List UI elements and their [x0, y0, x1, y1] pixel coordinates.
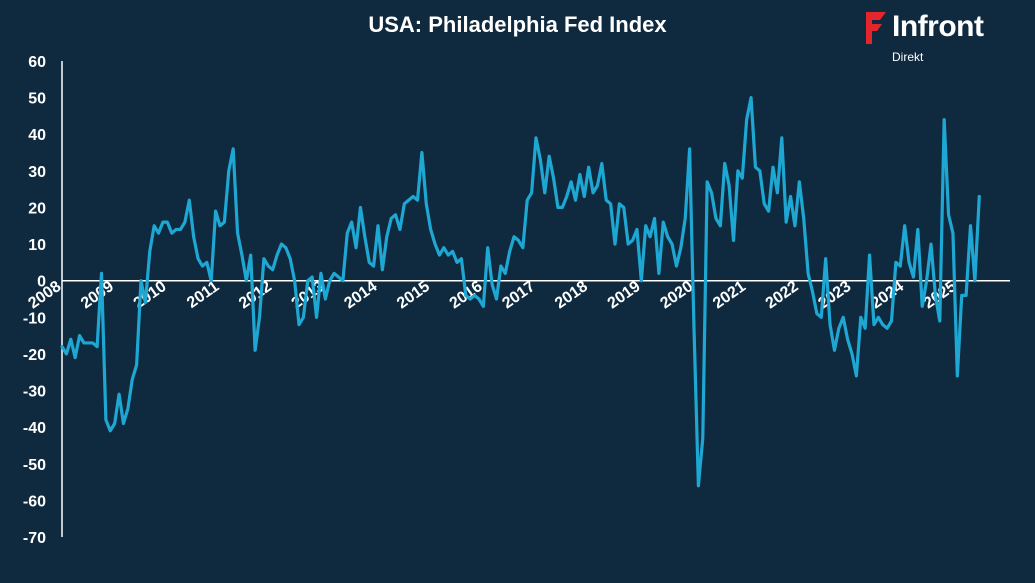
y-tick-label: -10	[23, 310, 46, 327]
y-tick-label: -50	[23, 457, 46, 474]
x-tick-label: 2012	[236, 278, 275, 312]
y-axis-tick-labels: 60 50 40 30 20 10 0 -10 -20 -30 -40 -50 -60 -70	[23, 54, 46, 547]
chart-title: USA: Philadelphia Fed Index	[368, 12, 667, 37]
x-tick-label: 2021	[710, 278, 749, 312]
infront-logo-mark-icon	[866, 12, 886, 44]
logo-subtitle: Direkt	[892, 50, 924, 64]
x-tick-label: 2014	[341, 278, 380, 312]
y-tick-label: 30	[28, 164, 46, 181]
x-tick-label: 2019	[605, 278, 644, 312]
y-tick-label: 60	[28, 54, 46, 71]
x-tick-label: 2011	[184, 278, 222, 312]
x-tick-label: 2017	[499, 278, 538, 312]
x-tick-label: 2009	[78, 278, 117, 312]
x-tick-label: 2015	[394, 278, 433, 312]
y-tick-label: 0	[37, 274, 46, 291]
y-tick-label: -30	[23, 384, 46, 401]
y-tick-label: 50	[28, 91, 46, 108]
x-tick-label: 2020	[657, 278, 696, 312]
series-line	[60, 96, 981, 488]
y-tick-label: 10	[28, 237, 46, 254]
logo-name: Infront	[892, 10, 984, 43]
x-tick-label: 2010	[131, 278, 170, 312]
y-tick-label: -70	[23, 530, 46, 547]
brand-logo: Infront Direkt	[862, 10, 1022, 70]
x-tick-label: 2018	[552, 278, 591, 312]
y-tick-label: 40	[28, 127, 46, 144]
series-group	[60, 96, 981, 488]
x-tick-label: 2022	[763, 278, 802, 312]
y-tick-label: -20	[23, 347, 46, 364]
y-tick-label: 20	[28, 200, 46, 217]
y-tick-label: -40	[23, 420, 46, 437]
y-tick-label: -60	[23, 493, 46, 510]
